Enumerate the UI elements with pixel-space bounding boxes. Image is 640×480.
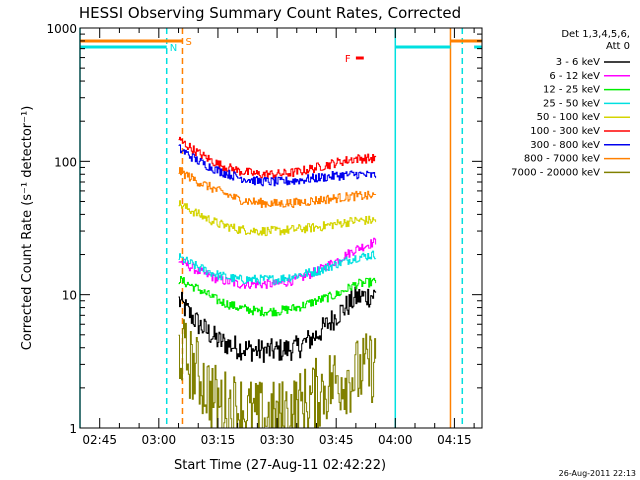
series-line-3	[178, 250, 377, 285]
chart-title: HESSI Observing Summary Count Rates, Cor…	[79, 4, 461, 22]
series-line-6	[178, 144, 377, 187]
y-axis-label: Corrected Count Rate (s⁻¹ detector⁻¹)	[20, 106, 35, 351]
legend-label-6: 300 - 800 keV	[530, 140, 600, 151]
legend-title-line-1: Att 0	[606, 41, 630, 52]
legend-label-5: 100 - 300 keV	[530, 126, 600, 137]
y-tick-label-0: 1	[69, 422, 77, 436]
flag-label-N: N	[170, 43, 177, 54]
x-tick-label-0: 02:45	[82, 433, 117, 447]
series-line-2	[178, 276, 377, 317]
legend-title-line-0: Det 1,3,4,5,6,	[561, 29, 630, 40]
x-tick-label-3: 03:30	[260, 433, 295, 447]
series-line-0	[178, 286, 377, 363]
x-tick-label-1: 03:00	[142, 433, 177, 447]
x-tick-label-2: 03:15	[201, 433, 236, 447]
x-tick-label-5: 04:00	[378, 433, 413, 447]
series-lines	[178, 136, 377, 429]
legend-label-4: 50 - 100 keV	[537, 112, 601, 123]
x-axis: 02:45 03:00 03:15 03:30 03:45 04:00 04:15	[79, 28, 475, 447]
x-tick-label-6: 04:15	[437, 433, 472, 447]
x-tick-label-4: 03:45	[319, 433, 354, 447]
flag-bars: SN F	[80, 37, 482, 65]
series-line-7	[178, 167, 377, 208]
footer-date: 26-Aug-2011 22:13	[559, 469, 636, 478]
legend-label-7: 800 - 7000 keV	[524, 154, 600, 165]
legend-label-0: 3 - 6 keV	[556, 57, 600, 68]
series-line-5	[178, 136, 377, 179]
y-tick-label-3: 1000	[46, 22, 77, 36]
legend-label-2: 12 - 25 keV	[543, 85, 600, 96]
y-tick-label-2: 100	[54, 155, 77, 169]
y-axis: 1 10 100 1000	[46, 22, 482, 436]
series-line-4	[178, 200, 377, 237]
x-axis-label: Start Time (27-Aug-11 02:42:22)	[174, 458, 386, 473]
plot-frame	[79, 27, 483, 429]
legend-label-1: 6 - 12 keV	[549, 71, 600, 82]
flag-label-F: F	[345, 54, 351, 65]
legend: Det 1,3,4,5,6,Att 0 3 - 6 keV 6 - 12 keV 12…	[511, 29, 630, 178]
flag-label-S: S	[185, 37, 191, 48]
legend-label-8: 7000 - 20000 keV	[511, 167, 600, 178]
y-tick-label-1: 10	[62, 289, 77, 303]
legend-label-3: 25 - 50 keV	[543, 98, 600, 109]
